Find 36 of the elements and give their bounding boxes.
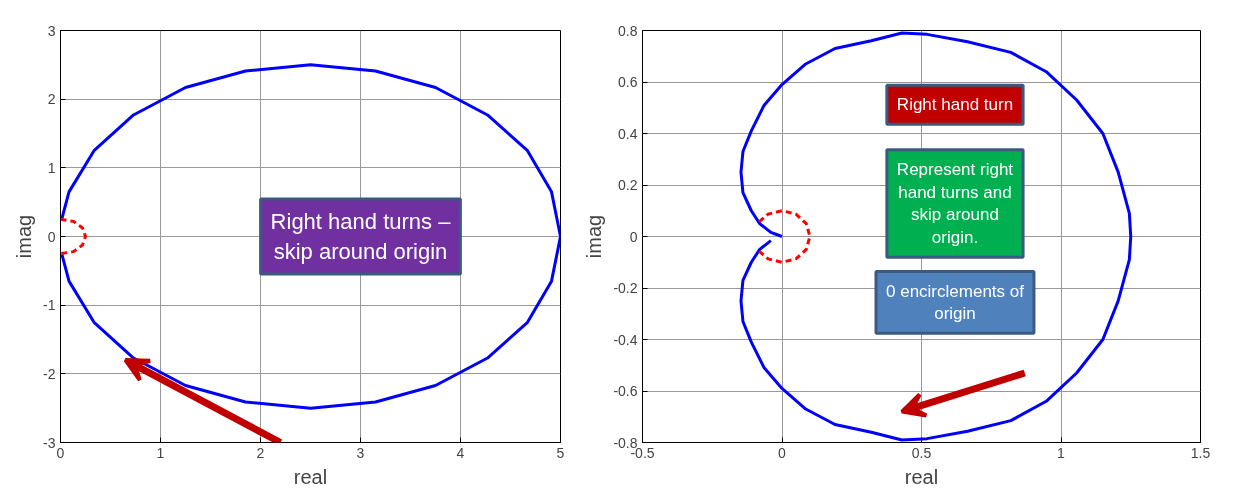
annotation: Right hand turn xyxy=(896,95,1014,115)
y-tick-label: -0.4 xyxy=(613,331,638,348)
y-tick-label: -0.2 xyxy=(613,280,638,296)
annotation: Represent right hand turns and skip around origin. xyxy=(896,159,1014,248)
y-tick-label: 1 xyxy=(47,159,56,176)
x-tick-label: 1 xyxy=(1057,444,1066,461)
y-tick-label: 0 xyxy=(629,228,638,245)
x-tick-label: 0 xyxy=(778,444,787,461)
y-tick-label: 0 xyxy=(47,228,56,245)
x-tick-label: 0.5 xyxy=(911,444,932,461)
y-tick-label: 0.6 xyxy=(618,74,638,90)
y-axis-title: imag xyxy=(583,214,606,259)
x-axis-title: real xyxy=(904,465,939,488)
x-tick-label: 5 xyxy=(556,444,565,461)
y-tick-label: 0.2 xyxy=(618,177,638,193)
x-tick-label: 1 xyxy=(156,444,165,461)
x-tick-label: 4 xyxy=(456,444,465,461)
y-tick-label: 0.4 xyxy=(618,125,638,142)
y-tick-label: -0.6 xyxy=(613,383,638,399)
x-tick-label: 1.5 xyxy=(1190,444,1211,461)
y-tick-label: -3 xyxy=(43,434,56,451)
line-series xyxy=(739,31,1133,442)
y-tick-label: -2 xyxy=(43,365,56,382)
annotation: 0 encirclements of origin xyxy=(886,281,1025,324)
y-tick-label: 3 xyxy=(47,22,56,39)
x-axis-title: real xyxy=(293,465,328,488)
x-tick-label: 3 xyxy=(356,444,365,461)
line-series xyxy=(60,63,561,410)
y-tick-label: 2 xyxy=(47,91,56,108)
y-axis-title: imag xyxy=(13,214,36,259)
x-tick-label: 2 xyxy=(256,444,265,461)
y-tick-label: -1 xyxy=(43,297,56,314)
annotation: Right hand turns – skip around origin xyxy=(270,209,452,264)
y-tick-label: 0.8 xyxy=(618,22,638,39)
line-series xyxy=(757,209,812,264)
line-series xyxy=(60,217,87,256)
